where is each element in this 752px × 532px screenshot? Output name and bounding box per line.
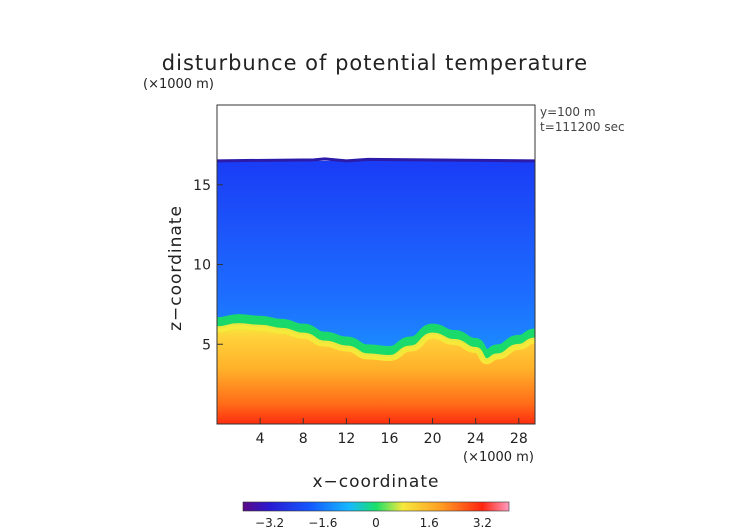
colorbar-tick-label: −3.2 <box>255 516 284 530</box>
top-edge <box>217 157 535 163</box>
x-tick-label: 24 <box>467 431 485 447</box>
y-tick-label: 15 <box>193 178 211 194</box>
colorbar-tick-label: 3.2 <box>473 516 492 530</box>
x-tick-label: 12 <box>337 431 355 447</box>
colorbar-tick-label: −1.6 <box>308 516 337 530</box>
colorbar-tick-label: 1.6 <box>420 516 439 530</box>
warm-layer <box>217 325 535 424</box>
annotation-y: y=100 m <box>540 105 596 119</box>
y-tick-label: 5 <box>202 337 211 353</box>
y-unit-label: (×1000 m) <box>143 77 214 92</box>
colorbar <box>242 501 510 512</box>
interface-band <box>217 314 535 360</box>
interface-band-yellow <box>217 323 535 365</box>
y-axis-ticks: 5 10 15 <box>193 178 223 353</box>
x-axis-label: x−coordinate <box>313 472 440 492</box>
colorbar-ticks: −3.2 −1.6 0 1.6 3.2 <box>255 516 492 530</box>
colorbar-tick-label: 0 <box>372 516 380 530</box>
y-axis-label: z−coordinate <box>166 205 186 331</box>
x-tick-label: 20 <box>424 431 442 447</box>
x-axis-ticks: 4 8 12 16 20 24 28 <box>256 418 528 447</box>
x-tick-label: 4 <box>256 431 265 447</box>
x-tick-label: 8 <box>299 431 308 447</box>
annotation-t: t=111200 sec <box>540 120 625 134</box>
plot-area <box>217 105 535 424</box>
x-unit-label: (×1000 m) <box>463 450 534 465</box>
y-tick-label: 10 <box>193 258 211 274</box>
x-tick-label: 28 <box>510 431 528 447</box>
x-tick-label: 16 <box>381 431 399 447</box>
chart-title: disturbunce of potential temperature <box>162 51 588 75</box>
